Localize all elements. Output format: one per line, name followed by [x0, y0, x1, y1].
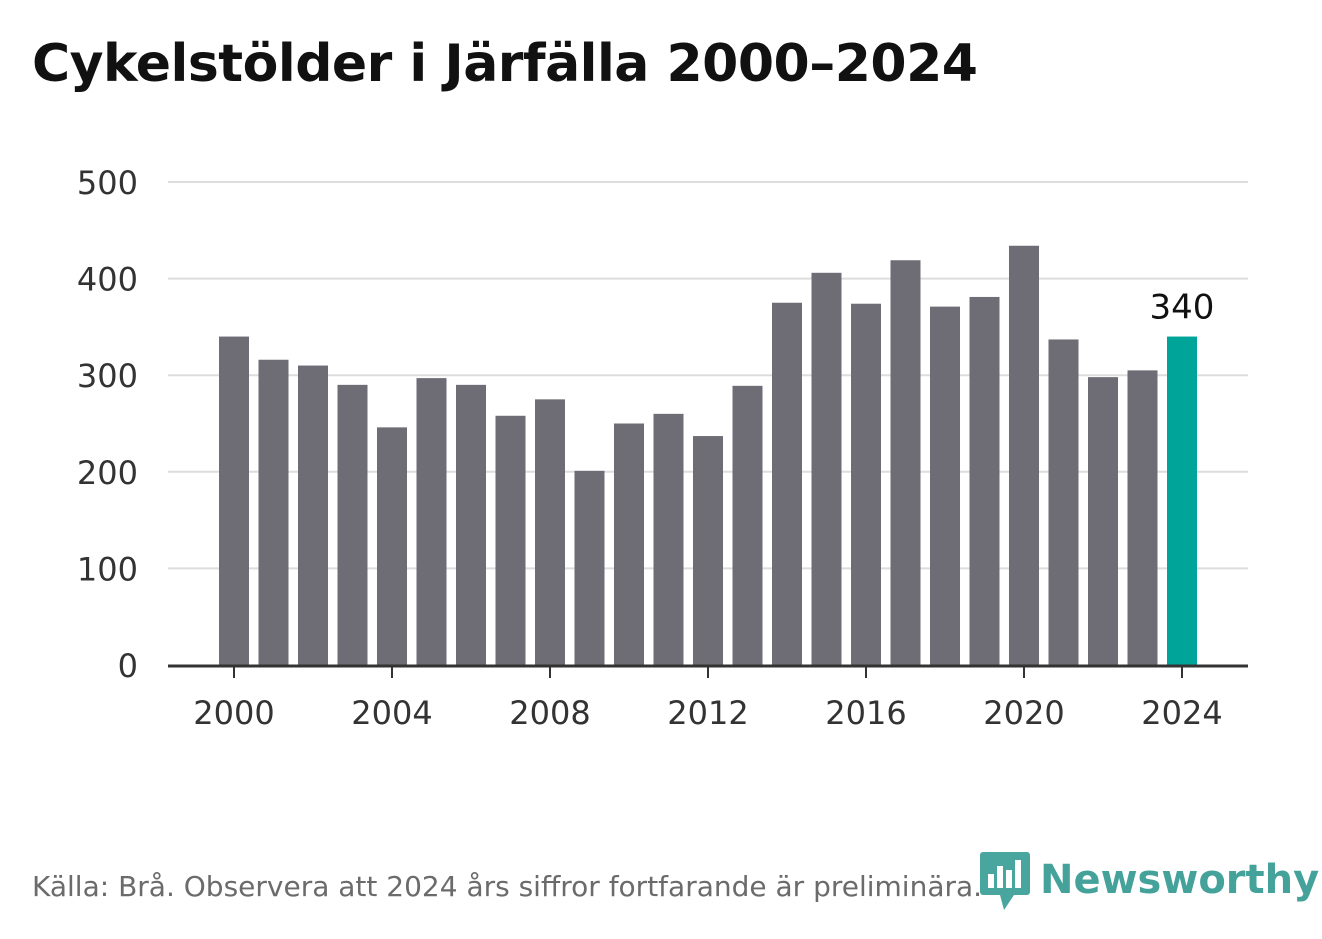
bar — [732, 385, 763, 665]
bar — [969, 296, 1000, 665]
bar — [337, 384, 368, 665]
bar — [851, 303, 881, 665]
bar — [1127, 370, 1158, 665]
bar — [456, 384, 486, 665]
bar — [1009, 245, 1039, 666]
source-note: Källa: Brå. Observera att 2024 års siffr… — [32, 870, 983, 903]
newsworthy-logo: Newsworthy — [980, 848, 1319, 912]
y-tick-label: 200 — [77, 454, 138, 492]
bar — [574, 470, 605, 665]
bar — [693, 436, 723, 665]
data-label-highlight: 340 — [1150, 288, 1215, 328]
x-tick-label: 2024 — [1141, 694, 1222, 732]
bar — [219, 336, 249, 665]
x-tick-label: 2020 — [983, 694, 1064, 732]
bar — [811, 272, 842, 665]
x-tick-label: 2012 — [667, 694, 748, 732]
bar — [258, 359, 289, 665]
bar — [377, 427, 407, 665]
bar — [772, 302, 802, 665]
y-tick-label: 100 — [77, 550, 138, 588]
bar — [1048, 339, 1079, 665]
bar — [614, 423, 644, 665]
bar-highlight — [1167, 336, 1197, 665]
chart-title: Cykelstölder i Järfälla 2000–2024 — [32, 34, 978, 94]
y-tick-label: 400 — [77, 261, 138, 299]
bar — [1088, 377, 1118, 665]
y-tick-label: 500 — [77, 164, 138, 202]
y-tick-label: 0 — [118, 647, 138, 685]
bar — [298, 365, 328, 665]
bar — [535, 399, 565, 665]
bar — [890, 260, 921, 665]
bar — [495, 415, 526, 665]
newsworthy-chart-icon — [980, 852, 1030, 910]
x-tick-label: 2000 — [193, 694, 274, 732]
x-tick-label: 2004 — [351, 694, 432, 732]
logo-text: Newsworthy — [1040, 857, 1320, 903]
y-tick-label: 300 — [77, 357, 138, 395]
x-tick-label: 2008 — [509, 694, 590, 732]
bar — [416, 378, 447, 665]
x-tick-label: 2016 — [825, 694, 906, 732]
bar — [653, 413, 684, 665]
bar — [930, 306, 960, 665]
